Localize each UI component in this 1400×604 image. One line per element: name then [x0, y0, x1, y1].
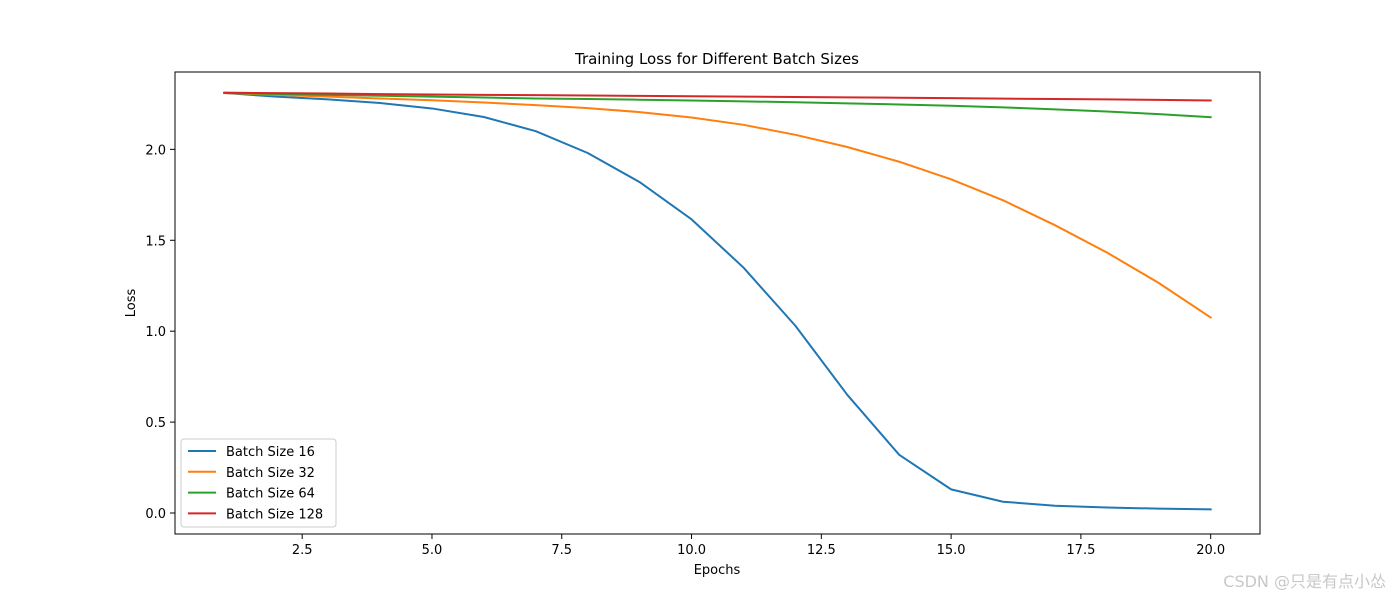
x-tick-label: 2.5 — [292, 543, 313, 558]
legend-label-2: Batch Size 32 — [226, 466, 315, 481]
plot-area — [223, 91, 1213, 511]
legend-label-1: Batch Size 16 — [226, 445, 315, 460]
x-tick-label: 15.0 — [937, 543, 966, 558]
watermark-text: CSDN @只是有点小怂 — [1223, 572, 1386, 591]
x-tick-label: 10.0 — [677, 543, 706, 558]
series-line-4 — [223, 91, 1212, 102]
y-axis-label: Loss — [124, 289, 139, 318]
y-tick-label: 1.5 — [145, 234, 166, 249]
series-line-2 — [223, 91, 1213, 319]
x-tick-label: 12.5 — [807, 543, 836, 558]
series-line-1 — [223, 91, 1212, 511]
y-tick-label: 2.0 — [145, 143, 166, 158]
chart-title: Training Loss for Different Batch Sizes — [574, 50, 859, 68]
x-tick-label: 5.0 — [422, 543, 443, 558]
legend: Batch Size 16 Batch Size 32 Batch Size 64 B… — [180, 438, 337, 528]
legend-label-4: Batch Size 128 — [226, 507, 323, 522]
y-tick-label: 0.0 — [145, 507, 166, 522]
legend-box — [180, 438, 337, 528]
y-tick-label: 1.0 — [145, 325, 166, 340]
x-axis-label: Epochs — [694, 563, 741, 578]
x-tick-label: 7.5 — [551, 543, 572, 558]
axes: 2.5 5.0 7.5 10.0 12.5 15.0 17.5 20.0 0.0 0.5 1.0 1.… — [145, 71, 1261, 558]
x-tick-label: 20.0 — [1196, 543, 1225, 558]
legend-label-3: Batch Size 64 — [226, 487, 315, 502]
x-tick-label: 17.5 — [1066, 543, 1095, 558]
plot-frame — [174, 71, 1261, 535]
y-tick-label: 0.5 — [145, 416, 166, 431]
series-line-3 — [223, 91, 1212, 119]
